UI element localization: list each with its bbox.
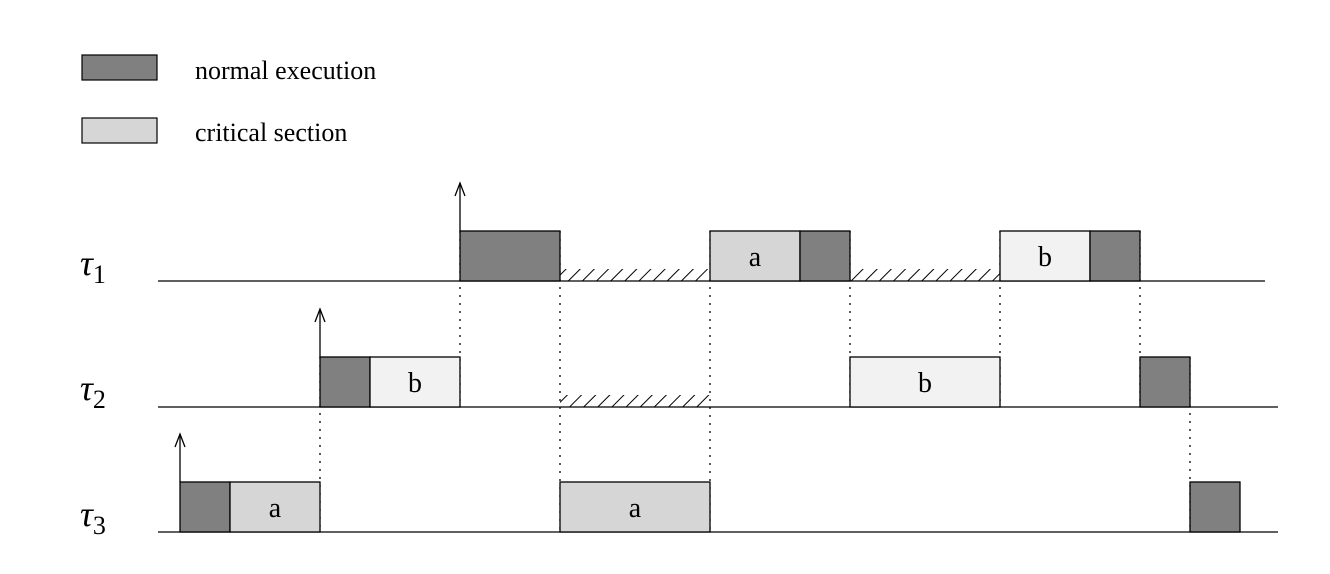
normal-execution-block — [1189, 481, 1241, 533]
critical-section-block — [369, 356, 461, 408]
blocked-interval-hatch — [560, 269, 710, 281]
arrival-arrow-head — [314, 307, 326, 323]
critical-section-label: a — [629, 493, 642, 524]
normal-execution-block — [799, 230, 851, 282]
task-label-tau2: τ2 — [80, 368, 106, 414]
arrival-arrows — [174, 181, 466, 482]
execution-blocks: a b b b a a — [179, 230, 1241, 533]
task-label-tau1: τ1 — [80, 243, 106, 289]
blocked-intervals — [560, 269, 1000, 407]
task-labels: τ1 τ2 τ3 — [80, 243, 106, 540]
task-label-tau3: τ3 — [80, 494, 106, 540]
normal-execution-block — [319, 356, 371, 408]
critical-section-block — [849, 356, 1001, 408]
legend-critical-label: critical section — [195, 118, 347, 147]
critical-section-label: b — [1038, 242, 1052, 273]
normal-execution-block — [1089, 230, 1141, 282]
legend: normal execution critical section — [81, 54, 376, 147]
normal-execution-block — [459, 230, 561, 282]
blocked-interval-hatch — [850, 269, 1000, 281]
critical-section-label: b — [918, 368, 932, 399]
blocked-interval-hatch — [560, 395, 710, 407]
legend-normal-swatch — [81, 54, 158, 81]
critical-section-label: a — [269, 493, 282, 524]
legend-normal-label: normal execution — [195, 56, 376, 85]
normal-execution-block — [1139, 356, 1191, 408]
legend-critical-swatch — [81, 117, 158, 144]
critical-section-label: b — [408, 368, 422, 399]
arrival-arrow-head — [454, 181, 466, 197]
critical-section-label: a — [749, 242, 762, 273]
normal-execution-block — [179, 481, 231, 533]
critical-section-block — [229, 481, 321, 533]
arrival-arrow-head — [174, 432, 186, 448]
critical-section-block — [559, 481, 711, 533]
critical-section-block — [999, 230, 1091, 282]
